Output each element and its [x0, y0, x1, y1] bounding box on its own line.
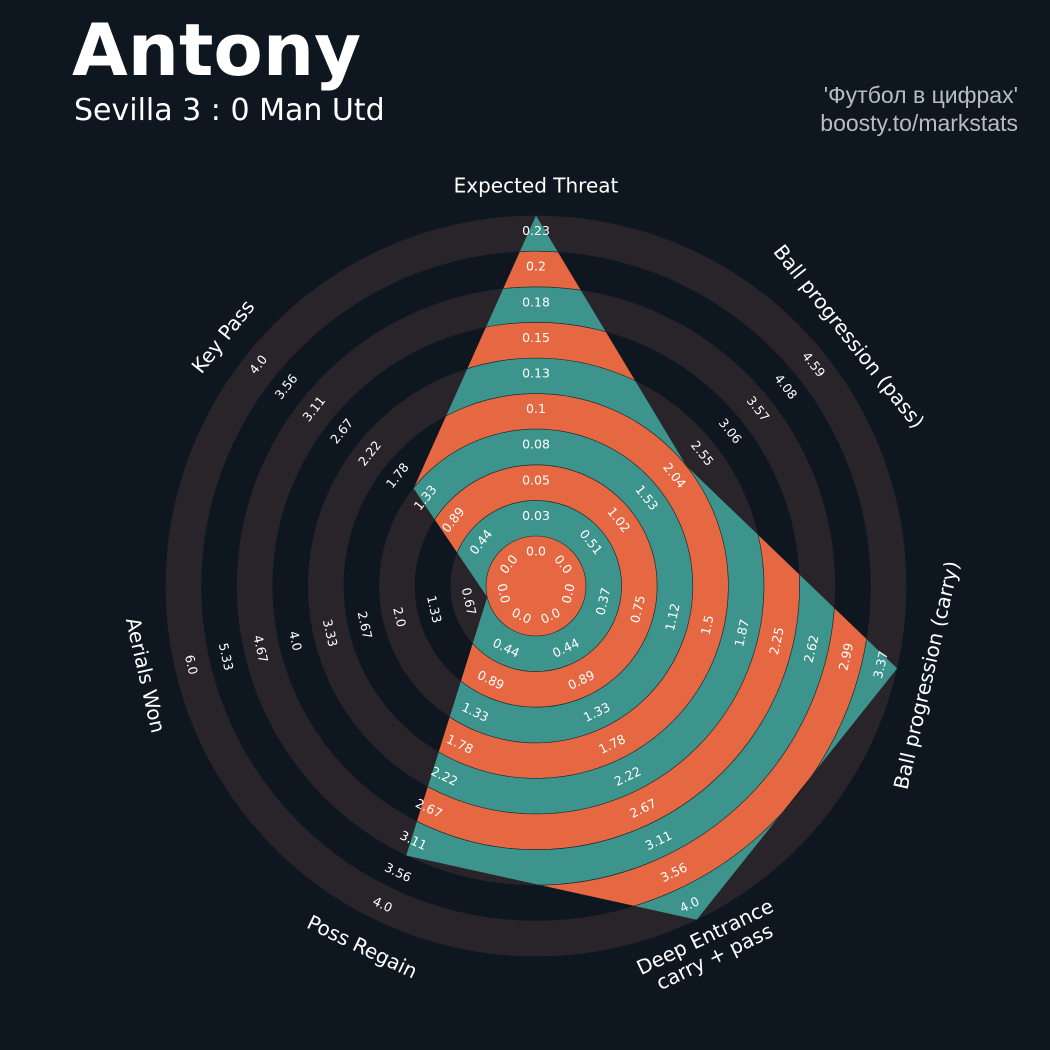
- tick-label: 0.1: [526, 401, 546, 416]
- credit-line-1: 'Футбол в цифрах': [823, 82, 1018, 108]
- tick-label: 3.56: [271, 371, 300, 402]
- tick-label: 2.67: [355, 610, 376, 640]
- tick-label: 1.78: [383, 460, 412, 491]
- tick-label: 0.15: [522, 330, 550, 345]
- tick-label: 2.25: [766, 626, 787, 656]
- tick-label: 4.08: [771, 371, 800, 402]
- tick-label: 1.12: [662, 602, 683, 632]
- tick-label: 2.67: [327, 415, 356, 446]
- tick-label: 0.08: [522, 437, 550, 452]
- tick-label: 0.75: [627, 594, 648, 624]
- tick-label: 3.56: [382, 860, 414, 886]
- tick-label: 2.62: [801, 634, 822, 664]
- fill-center: [486, 536, 586, 636]
- player-name: Antony: [72, 8, 362, 92]
- tick-label: 0.05: [522, 472, 550, 487]
- tick-label: 3.37: [870, 649, 891, 679]
- tick-label: 4.0: [286, 630, 305, 653]
- tick-label: 6.0: [182, 653, 201, 676]
- tick-label: 0.03: [522, 508, 550, 523]
- tick-label: 5.33: [216, 641, 237, 671]
- credit-line-2: boosty.to/markstats: [820, 109, 1018, 136]
- tick-label: 0.23: [522, 223, 550, 238]
- credit: 'Футбол в цифрах' boosty.to/markstats: [820, 82, 1018, 137]
- tick-label: 2.0: [390, 606, 409, 629]
- axis-label: Aerials Won: [121, 615, 171, 735]
- tick-label: 3.06: [716, 415, 745, 446]
- tick-label: 0.37: [593, 586, 614, 616]
- tick-label: 0.18: [522, 294, 550, 309]
- tick-label: 3.33: [320, 618, 341, 648]
- tick-label: 0.67: [459, 586, 480, 616]
- tick-label: 0.0: [526, 544, 546, 559]
- axis-label: Expected Threat: [454, 174, 619, 198]
- tick-label: 2.99: [835, 641, 856, 672]
- tick-label: 1.87: [731, 618, 752, 648]
- tick-label: 1.33: [424, 594, 445, 624]
- tick-label: 0.13: [522, 366, 550, 381]
- tick-label: 4.67: [250, 634, 271, 664]
- tick-label: 0.2: [526, 259, 546, 274]
- tick-label: 0.0: [559, 582, 578, 605]
- tick-label: 1.5: [697, 614, 716, 637]
- match-score: Sevilla 3 : 0 Man Utd: [74, 93, 385, 128]
- tick-label: 0.0: [494, 582, 513, 605]
